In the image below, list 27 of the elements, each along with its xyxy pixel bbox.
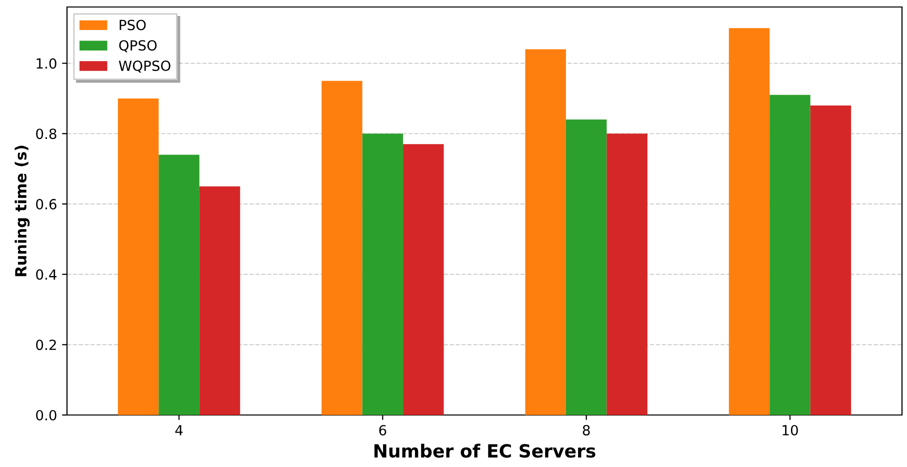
bar [199,186,240,415]
y-tick-label: 0.0 [36,410,56,420]
y-tick-label: 0.8 [36,128,56,140]
x-tick-label: 4 [175,425,183,436]
bar [158,154,200,415]
legend-label: WQPSO [118,60,170,73]
bar [118,98,159,415]
bar [606,134,648,415]
x-tick-label: 10 [782,424,798,436]
bar [566,120,607,415]
y-tick-label: 0.2 [36,340,56,350]
bar [810,105,852,415]
legend-label: PSO [120,20,146,30]
bar [322,80,362,415]
x-tick-label: 8 [582,424,590,436]
y-tick-label: 0.6 [36,198,56,210]
y-tick-label: 0.4 [36,269,56,280]
bar [525,49,566,415]
bar [362,134,404,415]
bar [728,28,770,415]
y-tick-label: 1.0 [36,58,56,69]
bar [770,94,810,415]
bar [403,144,444,415]
x-axis-title: Number of EC Servers [374,444,596,458]
legend-label: QPSO [119,40,157,52]
y-axis-title: Runing time (s) [14,146,30,276]
x-tick-label: 6 [379,424,386,436]
